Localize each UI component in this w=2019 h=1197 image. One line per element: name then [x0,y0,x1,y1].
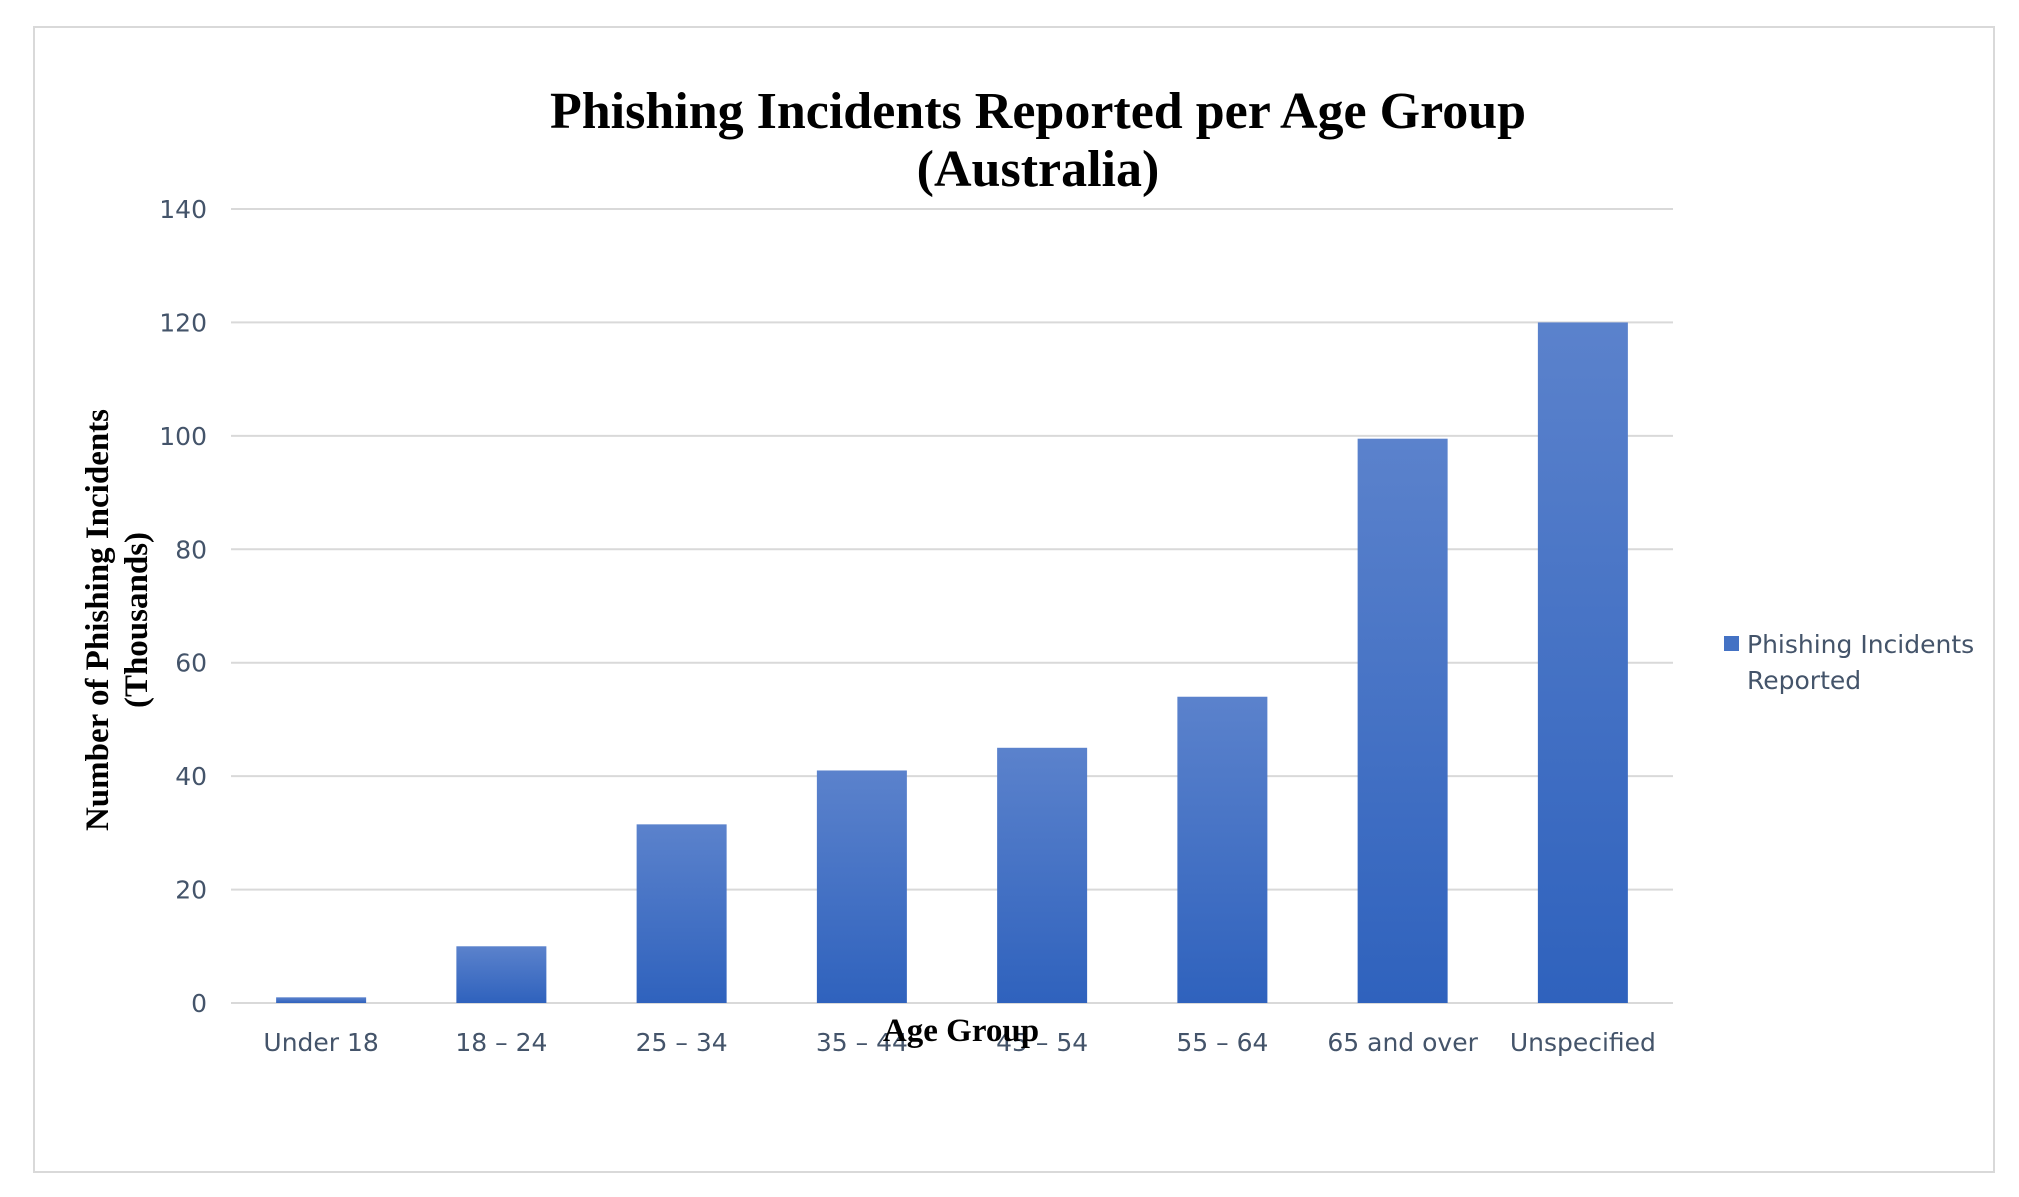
bar [1357,438,1448,1003]
x-tick-label: 45 – 54 [996,1028,1088,1057]
legend-label-line2: Reported [1747,666,1861,695]
y-tick-label: 140 [159,195,207,224]
x-tick-label: 65 and over [1327,1028,1478,1057]
y-tick-label: 40 [175,762,207,791]
bar [1177,696,1268,1003]
chart-frame: Phishing Incidents Reported per Age Grou… [33,26,1995,1173]
chart-subtitle: (Australia) [917,141,1160,198]
y-tick-label: 120 [159,308,207,337]
bar [816,770,907,1003]
x-tick-label: 18 – 24 [455,1028,547,1057]
y-tick-label: 20 [175,876,207,905]
y-axis-title: Number of Phishing Incidents [80,409,116,831]
y-tick-label: 0 [191,989,207,1018]
y-tick-label: 100 [159,422,207,451]
legend-label: Phishing Incidents [1747,630,1974,659]
x-tick-label: 35 – 44 [816,1028,908,1057]
bar [636,824,727,1003]
y-tick-label: 60 [175,649,207,678]
y-axis-ticks: 0 20 40 60 80 100 120 140 [159,195,207,1018]
y-tick-label: 80 [175,535,207,564]
legend-swatch [1724,636,1739,651]
bar [997,747,1088,1003]
x-axis-ticks: Under 18 18 – 24 25 – 34 35 – 44 45 – 54 55 –… [263,1028,1656,1057]
bar [456,946,547,1003]
x-tick-label: Under 18 [263,1028,378,1057]
bar [1537,322,1628,1003]
y-axis-title-units: (Thousands) [119,532,155,708]
bars [276,322,1628,1003]
x-tick-label: Unspecified [1510,1028,1656,1057]
gridlines [231,208,1673,1004]
bar [276,997,367,1003]
x-tick-label: 55 – 64 [1176,1028,1268,1057]
legend: Phishing Incidents Reported [1724,630,1974,695]
x-axis-title: Age Group [883,1013,1039,1049]
bar-chart: Phishing Incidents Reported per Age Grou… [80,83,1974,1057]
chart-title: Phishing Incidents Reported per Age Grou… [550,83,1526,140]
x-tick-label: 25 – 34 [636,1028,728,1057]
